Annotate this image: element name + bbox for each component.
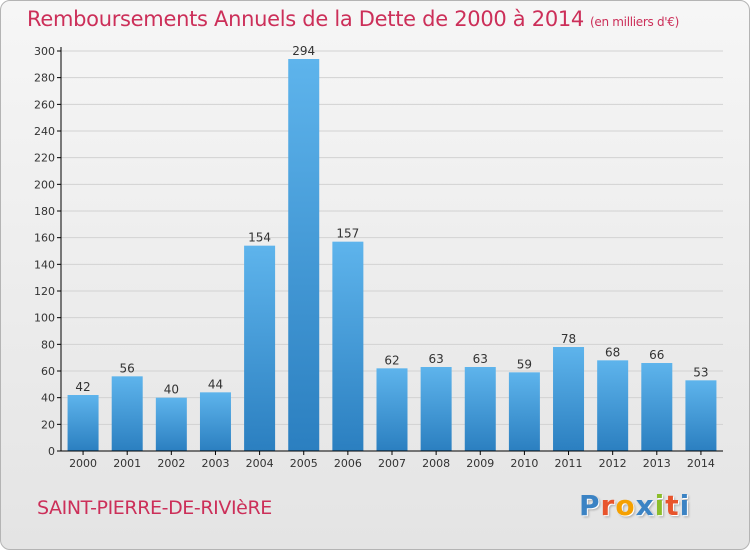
axes — [57, 47, 723, 455]
x-tick-label: 2011 — [555, 457, 583, 470]
commune-name: SAINT-PIERRE-DE-RIVIèRE — [37, 497, 272, 519]
logo-letter: x — [635, 489, 655, 522]
logo-letter: o — [615, 489, 636, 522]
logo-letter: i — [679, 489, 691, 522]
data-label: 157 — [336, 227, 359, 241]
data-label: 62 — [384, 353, 399, 367]
data-label: 294 — [292, 44, 315, 58]
x-tick-label: 2013 — [643, 457, 671, 470]
bar — [376, 368, 408, 451]
data-label: 53 — [693, 365, 708, 379]
x-tick-label: 2014 — [687, 457, 715, 470]
x-tick-label: 2000 — [69, 457, 97, 470]
y-tick-label: 0 — [48, 445, 55, 458]
y-tick-label: 280 — [34, 72, 55, 85]
y-tick-label: 20 — [41, 418, 55, 431]
y-tick-label: 140 — [34, 258, 55, 271]
y-tick-label: 300 — [34, 45, 55, 58]
y-tick-label: 60 — [41, 365, 55, 378]
y-tick-label: 180 — [34, 205, 55, 218]
bar — [199, 392, 231, 451]
logo-letter: r — [600, 489, 616, 522]
logo-letter: P — [579, 489, 601, 522]
bar — [597, 360, 629, 451]
bar — [244, 245, 276, 451]
x-tick-label: 2012 — [599, 457, 627, 470]
chart-unit-label: (en milliers d'€) — [590, 15, 680, 29]
x-tick-label: 2004 — [246, 457, 274, 470]
x-tick-label: 2008 — [422, 457, 450, 470]
data-label: 68 — [605, 345, 620, 359]
bar — [464, 367, 496, 451]
data-label: 66 — [649, 348, 664, 362]
labels: 0 20 40 60 80 100 120 140 160 180 200 220 240 260 280 3… — [34, 44, 715, 470]
x-tick-label: 2007 — [378, 457, 406, 470]
y-tick-label: 160 — [34, 232, 55, 245]
data-label: 42 — [75, 380, 90, 394]
bar — [155, 397, 187, 451]
bar — [420, 367, 452, 451]
x-tick-label: 2002 — [157, 457, 185, 470]
bar — [332, 241, 364, 451]
bar — [553, 347, 585, 451]
x-tick-label: 2009 — [466, 457, 494, 470]
x-tick-label: 2005 — [290, 457, 318, 470]
bar — [111, 376, 143, 451]
logo-letter: i — [654, 489, 666, 522]
y-tick-label: 100 — [34, 312, 55, 325]
data-label: 78 — [561, 332, 576, 346]
bars — [67, 59, 717, 451]
y-tick-label: 240 — [34, 125, 55, 138]
proxiti-logo[interactable]: Proxiti — [579, 489, 690, 522]
bar — [685, 380, 717, 451]
data-label: 44 — [208, 377, 223, 391]
data-label: 56 — [120, 361, 135, 375]
bar — [508, 372, 540, 451]
x-tick-label: 2010 — [510, 457, 538, 470]
chart-title: Remboursements Annuels de la Dette de 20… — [27, 7, 679, 31]
y-tick-label: 120 — [34, 285, 55, 298]
data-label: 40 — [164, 383, 179, 397]
x-tick-label: 2003 — [201, 457, 229, 470]
bar — [641, 363, 673, 451]
data-label: 154 — [248, 231, 271, 245]
data-label: 59 — [517, 357, 532, 371]
y-tick-label: 260 — [34, 98, 55, 111]
data-label: 63 — [428, 352, 443, 366]
bar — [288, 59, 320, 451]
y-tick-label: 40 — [41, 392, 55, 405]
logo-letter: t — [665, 489, 680, 522]
x-tick-label: 2006 — [334, 457, 362, 470]
chart-title-text: Remboursements Annuels de la Dette de 20… — [27, 7, 584, 31]
bar — [67, 395, 99, 451]
y-tick-label: 220 — [34, 152, 55, 165]
y-tick-label: 200 — [34, 178, 55, 191]
data-label: 63 — [473, 352, 488, 366]
x-tick-label: 2001 — [113, 457, 141, 470]
y-tick-label: 80 — [41, 338, 55, 351]
